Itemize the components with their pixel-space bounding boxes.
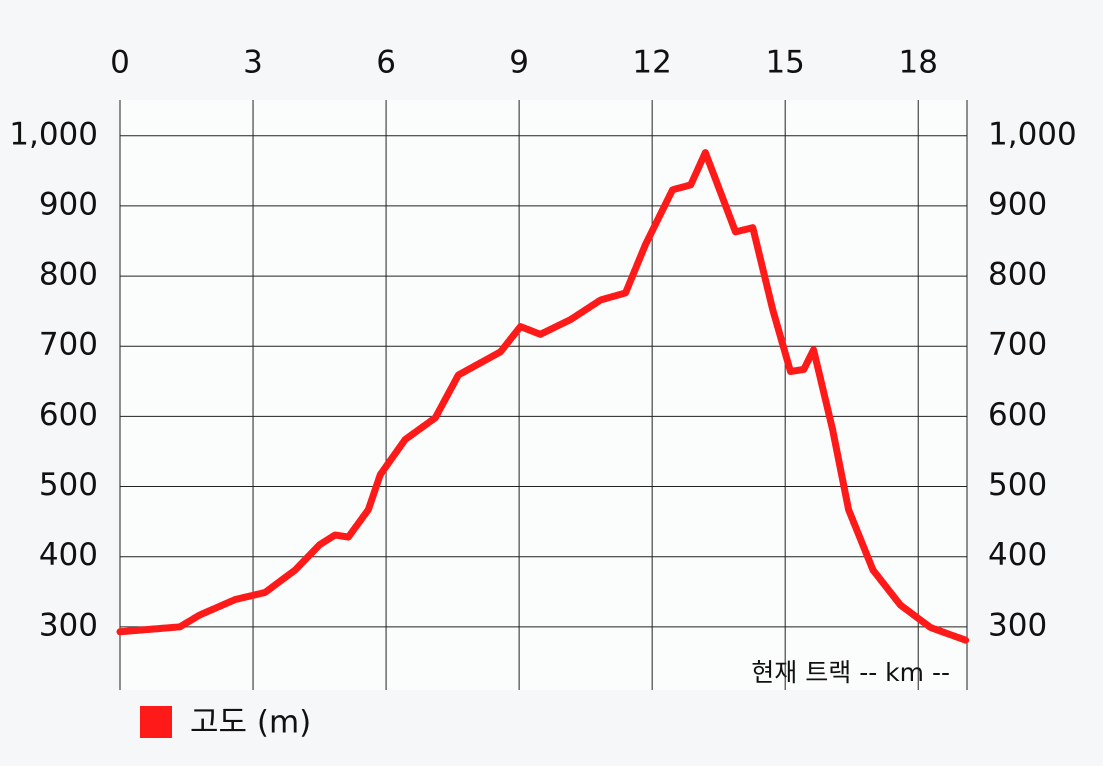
y2-tick-label: 500 — [988, 467, 1047, 503]
x-tick-label: 15 — [765, 45, 804, 81]
x-tick-label: 18 — [898, 45, 937, 81]
y-tick-label: 500 — [39, 467, 98, 503]
y-tick-label: 900 — [39, 186, 98, 222]
y-tick-label: 300 — [39, 607, 98, 643]
x-tick-label: 6 — [376, 45, 396, 81]
y2-tick-label: 800 — [988, 257, 1047, 293]
y-tick-label: 400 — [39, 537, 98, 573]
x-tick-label: 12 — [632, 45, 671, 81]
y2-tick-label: 1,000 — [988, 116, 1077, 152]
x-tick-label: 0 — [110, 45, 130, 81]
y2-tick-label: 600 — [988, 397, 1047, 433]
y-tick-label: 600 — [39, 397, 98, 433]
y2-tick-label: 300 — [988, 607, 1047, 643]
legend-label: 고도 (m) — [190, 705, 311, 741]
y2-tick-label: 400 — [988, 537, 1047, 573]
y-tick-label: 700 — [39, 327, 98, 363]
plot-area — [120, 100, 967, 690]
x-tick-label: 3 — [243, 45, 263, 81]
y-tick-label: 800 — [39, 257, 98, 293]
x-tick-label: 9 — [509, 45, 529, 81]
y2-tick-label: 900 — [988, 186, 1047, 222]
annotation: 현재 트랙 -- km -- — [751, 658, 950, 687]
y-tick-label: 1,000 — [9, 116, 98, 152]
legend-swatch — [140, 706, 172, 738]
y2-tick-label: 700 — [988, 327, 1047, 363]
elevation-line — [116, 149, 970, 644]
